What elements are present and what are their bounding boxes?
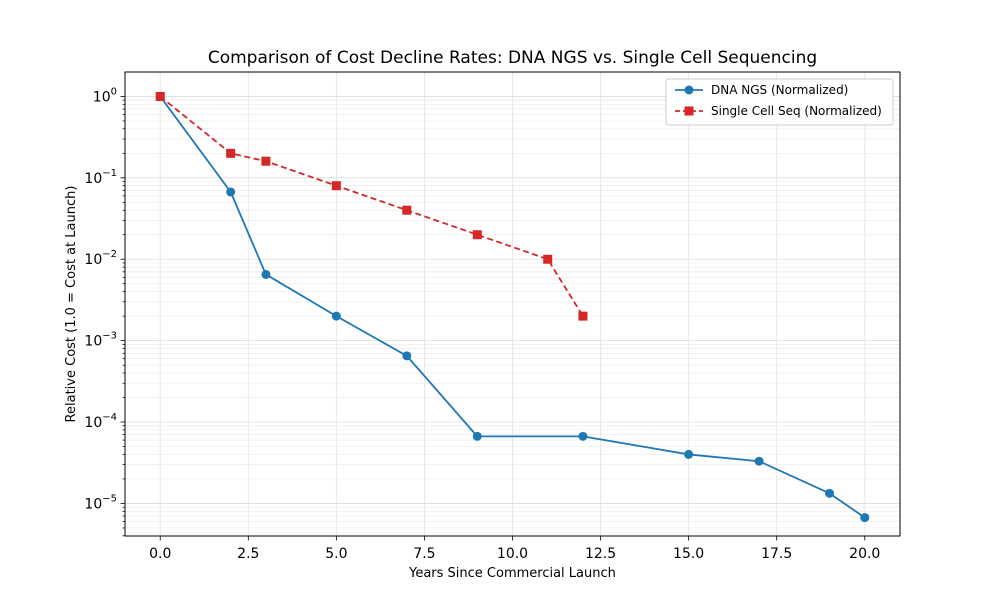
data-point-single-cell xyxy=(331,181,341,191)
legend-label-dna-ngs: DNA NGS (Normalized) xyxy=(711,83,848,97)
data-point-dna-ngs xyxy=(578,431,588,441)
x-tick-label: 10.0 xyxy=(497,546,528,562)
data-point-dna-ngs xyxy=(402,351,412,361)
y-tick-label: 100 xyxy=(93,86,117,105)
x-tick-label: 7.5 xyxy=(413,546,435,562)
legend-label-single-cell: Single Cell Seq (Normalized) xyxy=(711,104,882,118)
data-point-single-cell xyxy=(543,254,553,264)
y-tick-label: 10−2 xyxy=(84,249,117,268)
x-tick-label: 17.5 xyxy=(761,546,792,562)
y-tick-label: 10−3 xyxy=(84,331,117,350)
x-tick-label: 12.5 xyxy=(585,546,616,562)
data-point-dna-ngs xyxy=(226,187,236,197)
legend-marker-dna-ngs xyxy=(684,85,694,95)
data-point-single-cell xyxy=(155,91,165,101)
series-layer xyxy=(155,91,870,523)
y-tick-label: 10−4 xyxy=(84,412,117,431)
legend-entry-dna-ngs: DNA NGS (Normalized) xyxy=(675,83,848,97)
legend-box xyxy=(665,78,894,126)
legend-marker-single-cell xyxy=(684,106,694,116)
data-point-dna-ngs xyxy=(825,488,835,498)
x-axis-label: Years Since Commercial Launch xyxy=(408,566,616,581)
x-tick-label: 20.0 xyxy=(849,546,880,562)
chart-title: Comparison of Cost Decline Rates: DNA NG… xyxy=(208,48,817,68)
tick-layer: 100 10−1 10−2 10−3 10−4 10−5 0.0 2.5 5.0 7.5 10.0 1… xyxy=(84,86,880,562)
x-tick-label: 15.0 xyxy=(673,546,704,562)
legend: DNA NGS (Normalized) Single Cell Seq (No… xyxy=(665,78,894,126)
series-line-single-cell xyxy=(159,95,584,317)
y-axis-label: Relative Cost (1.0 = Cost at Launch) xyxy=(64,186,79,423)
x-tick-label: 0.0 xyxy=(149,546,171,562)
data-point-dna-ngs xyxy=(261,269,271,279)
data-point-dna-ngs xyxy=(472,431,482,441)
data-point-single-cell xyxy=(261,156,271,166)
data-point-dna-ngs xyxy=(754,456,764,466)
data-point-dna-ngs xyxy=(684,449,694,459)
y-tick-label: 10−1 xyxy=(84,168,117,187)
data-point-single-cell xyxy=(402,205,412,215)
legend-entry-single-cell: Single Cell Seq (Normalized) xyxy=(675,104,882,118)
y-tick-label: 10−5 xyxy=(84,493,117,512)
x-tick-label: 5.0 xyxy=(325,546,347,562)
data-point-single-cell xyxy=(578,311,588,321)
data-point-single-cell xyxy=(472,230,482,240)
data-point-dna-ngs xyxy=(860,513,870,523)
data-point-single-cell xyxy=(226,148,236,158)
data-point-dna-ngs xyxy=(331,311,341,321)
x-tick-label: 2.5 xyxy=(237,546,259,562)
